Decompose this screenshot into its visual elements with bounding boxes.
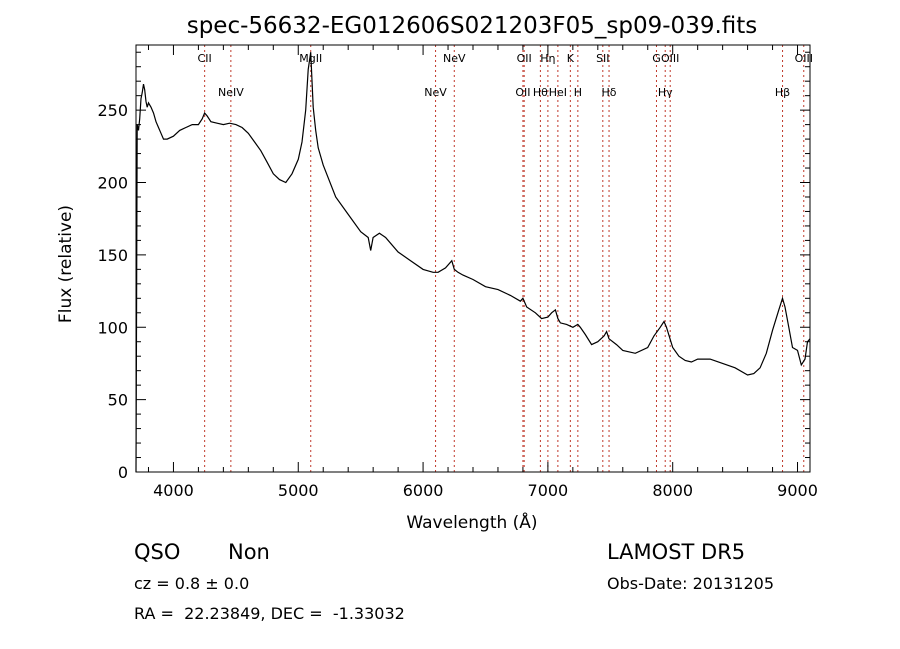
line-marker-label: OII bbox=[517, 52, 532, 65]
y-tick-label: 100 bbox=[97, 318, 128, 337]
object-class: QSO bbox=[134, 540, 181, 564]
line-marker-label: CII bbox=[198, 52, 212, 65]
coordinates: RA = 22.23849, DEC = -1.33032 bbox=[134, 604, 405, 623]
x-tick-label: 6000 bbox=[403, 481, 444, 500]
line-marker-label: OII bbox=[515, 86, 530, 99]
line-marker-label: Hβ bbox=[775, 86, 790, 99]
line-marker-label: Hθ bbox=[533, 86, 548, 99]
x-axis-label: Wavelength (Å) bbox=[406, 511, 537, 533]
line-marker-label: Hδ bbox=[602, 86, 617, 99]
line-marker-label: K bbox=[567, 52, 575, 65]
line-marker-label: H bbox=[574, 86, 582, 99]
y-tick-label: 150 bbox=[97, 246, 128, 265]
y-tick-label: 250 bbox=[97, 101, 128, 120]
line-marker-label: Hγ bbox=[658, 86, 673, 99]
line-marker-label: OIII bbox=[661, 52, 679, 65]
plot-frame bbox=[135, 44, 811, 473]
plot-area: CIINeIVMgIINeVNeVOIIOIIHθHηHeIKHSIIHδGHγ… bbox=[97, 44, 818, 500]
y-tick-label: 50 bbox=[108, 391, 128, 410]
x-tick-label: 5000 bbox=[278, 481, 319, 500]
object-subclass: Non bbox=[228, 540, 270, 564]
line-marker-label: SII bbox=[596, 52, 609, 65]
x-tick-label: 8000 bbox=[652, 481, 693, 500]
line-marker-label: NeV bbox=[424, 86, 447, 99]
spectrum-series-line bbox=[135, 52, 811, 473]
chart-title: spec-56632-EG012606S021203F05_sp09-039.f… bbox=[187, 13, 758, 39]
y-tick-label: 0 bbox=[118, 463, 128, 482]
y-axis-label: Flux (relative) bbox=[56, 205, 76, 323]
x-tick-label: 4000 bbox=[153, 481, 194, 500]
line-marker-label: OIII bbox=[795, 52, 813, 65]
line-marker-label: NeIV bbox=[218, 86, 244, 99]
line-marker-label: G bbox=[652, 52, 661, 65]
x-tick-label: 7000 bbox=[528, 481, 569, 500]
observation-date: Obs-Date: 20131205 bbox=[607, 574, 775, 593]
y-tick-label: 200 bbox=[97, 174, 128, 193]
redshift-cz: cz = 0.8 ± 0.0 bbox=[134, 574, 250, 593]
line-marker-label: NeV bbox=[443, 52, 466, 65]
line-marker-label: HeI bbox=[549, 86, 567, 99]
line-marker-label: Hη bbox=[540, 52, 555, 65]
x-tick-label: 9000 bbox=[777, 481, 818, 500]
survey-name: LAMOST DR5 bbox=[607, 540, 746, 564]
